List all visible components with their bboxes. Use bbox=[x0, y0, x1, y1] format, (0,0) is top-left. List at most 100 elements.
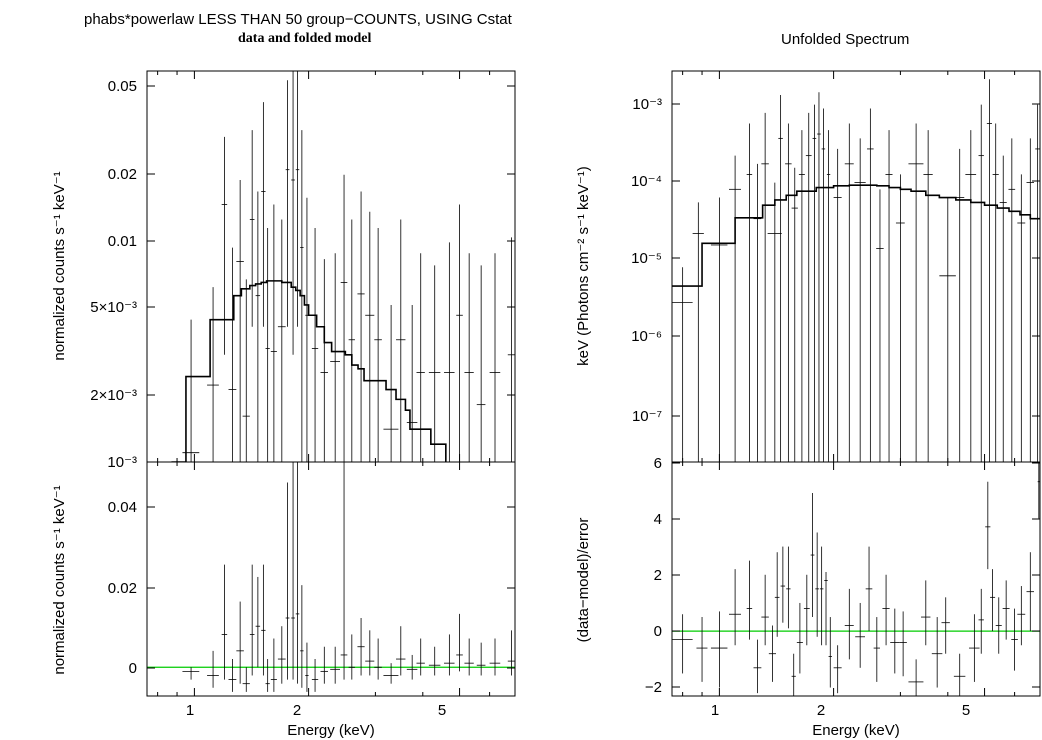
data-point bbox=[746, 123, 753, 462]
x-tick-label: 1 bbox=[186, 702, 194, 719]
data-point bbox=[923, 130, 933, 462]
data-point bbox=[992, 123, 999, 462]
data-point bbox=[261, 102, 266, 327]
data-point bbox=[895, 174, 905, 462]
x-tick-label: 2 bbox=[817, 702, 825, 719]
data-point bbox=[953, 653, 966, 696]
y-tick-label: 0.01 bbox=[108, 233, 137, 250]
data-point bbox=[182, 319, 200, 462]
data-point bbox=[885, 130, 893, 462]
data-point bbox=[728, 155, 741, 462]
data-point bbox=[899, 611, 907, 677]
y-tick-label: 0.02 bbox=[108, 166, 137, 183]
y-tick-label: 2 bbox=[654, 567, 662, 584]
data-point bbox=[882, 574, 890, 646]
data-point bbox=[774, 552, 780, 637]
data-point bbox=[746, 560, 753, 640]
data-point bbox=[761, 574, 769, 646]
data-point bbox=[672, 267, 693, 462]
data-point bbox=[236, 179, 244, 462]
x-tick-label: 5 bbox=[438, 702, 446, 719]
data-point bbox=[396, 219, 406, 462]
data-point bbox=[464, 253, 474, 462]
data-point bbox=[221, 564, 228, 680]
data-point bbox=[999, 155, 1007, 462]
data-point bbox=[710, 611, 728, 688]
data-point bbox=[383, 304, 399, 462]
data-point bbox=[817, 92, 821, 462]
panel-0: 0.05 0.02 0.01 5×10⁻³ 2×10⁻³ 10⁻³ normalized c… bbox=[51, 70, 516, 471]
data-point bbox=[416, 253, 425, 462]
y-axis-label: keV (Photons cm⁻² s⁻¹ keV⁻¹) bbox=[575, 166, 592, 366]
data-point bbox=[406, 654, 418, 680]
data-point bbox=[365, 630, 375, 676]
y-tick-label: 0.05 bbox=[108, 78, 137, 95]
data-point bbox=[810, 493, 815, 618]
data-point bbox=[767, 182, 782, 462]
data-point bbox=[428, 646, 441, 676]
data-point bbox=[855, 602, 866, 668]
data-point bbox=[1002, 580, 1010, 640]
data-point bbox=[416, 638, 425, 676]
data-point bbox=[330, 253, 341, 462]
data-point bbox=[931, 617, 943, 688]
data-point bbox=[456, 613, 463, 672]
data-point bbox=[207, 287, 219, 462]
data-point bbox=[507, 630, 515, 676]
y-tick-label: 10⁻⁴ bbox=[631, 173, 662, 190]
data-point bbox=[819, 546, 824, 646]
data-point bbox=[348, 634, 355, 680]
data-point bbox=[456, 204, 463, 462]
data-point bbox=[228, 659, 237, 692]
y-tick-label: 5×10⁻³ bbox=[90, 299, 137, 316]
data-point bbox=[908, 123, 924, 462]
data-point bbox=[672, 614, 693, 674]
data-point bbox=[357, 191, 365, 462]
data-point bbox=[785, 123, 792, 462]
data-point bbox=[406, 304, 418, 462]
y-tick-label: 10⁻⁷ bbox=[632, 408, 662, 425]
data-point bbox=[300, 585, 304, 688]
data-point bbox=[696, 617, 708, 682]
data-point bbox=[277, 219, 286, 462]
data-point bbox=[986, 79, 992, 462]
plot-frame bbox=[671, 70, 1041, 463]
x-axis-label: Energy (keV) bbox=[812, 722, 900, 739]
data-point bbox=[1026, 138, 1035, 462]
left-title: phabs*powerlaw LESS THAN 50 group−COUNTS… bbox=[84, 11, 512, 28]
y-tick-label: 10⁻⁶ bbox=[631, 328, 662, 345]
data-point bbox=[778, 95, 783, 462]
data-point bbox=[985, 481, 991, 570]
data-point bbox=[236, 601, 244, 684]
model-step-line bbox=[171, 280, 447, 462]
x-tick-label: 2 bbox=[293, 702, 301, 719]
data-point bbox=[255, 191, 261, 462]
panel-3-data bbox=[672, 462, 1040, 696]
data-point bbox=[854, 138, 866, 462]
data-point bbox=[489, 253, 501, 462]
y-tick-label: 4 bbox=[654, 511, 662, 528]
data-point bbox=[320, 259, 329, 462]
data-point bbox=[791, 167, 798, 462]
data-point bbox=[320, 646, 329, 684]
data-point bbox=[939, 197, 956, 462]
panel-3: 1 2 5 6 4 2 0 −2 (data−model)/error Energy (keV) bbox=[575, 455, 1041, 739]
y-tick-label: −2 bbox=[645, 679, 662, 696]
panel-2-data bbox=[672, 79, 1040, 462]
data-point bbox=[242, 279, 250, 462]
data-point bbox=[348, 219, 355, 462]
data-point bbox=[265, 228, 270, 462]
data-point bbox=[311, 659, 319, 692]
data-point bbox=[374, 228, 382, 462]
data-point bbox=[228, 247, 237, 462]
data-point bbox=[867, 108, 874, 462]
data-point bbox=[798, 130, 805, 462]
data-point bbox=[242, 667, 250, 692]
data-point bbox=[865, 546, 873, 632]
data-point bbox=[824, 571, 828, 646]
data-point bbox=[844, 123, 854, 462]
data-point bbox=[265, 659, 270, 692]
x-tick-label: 1 bbox=[711, 702, 719, 719]
data-point bbox=[941, 597, 950, 654]
data-point bbox=[255, 576, 261, 668]
